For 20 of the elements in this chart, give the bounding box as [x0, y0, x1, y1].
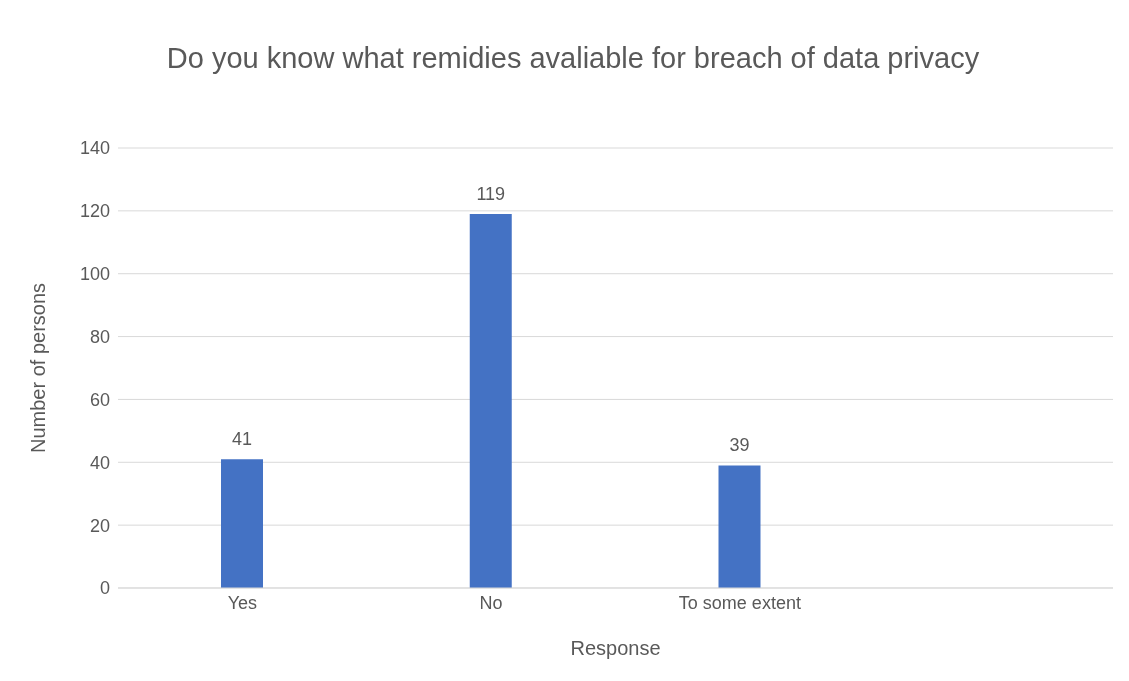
x-axis-title: Response [570, 637, 661, 659]
y-tick-label: 100 [79, 264, 110, 285]
x-tick-label: No [479, 592, 503, 613]
y-tick-label: 20 [89, 515, 110, 536]
y-tick-label: 40 [89, 452, 110, 473]
data-label: 41 [231, 429, 253, 450]
y-tick-label: 80 [89, 326, 110, 347]
bar [469, 214, 512, 588]
data-label: 119 [476, 184, 506, 204]
bar [221, 459, 263, 588]
chart-title: Do you know what remidies avaliable for breach of data privacy [165, 41, 981, 76]
y-tick-label: 120 [79, 201, 110, 222]
y-tick-label: 140 [79, 138, 110, 159]
y-axis-title: Number of persons [27, 282, 50, 454]
y-tick-label: 60 [89, 389, 110, 410]
x-tick-label: Yes [227, 592, 258, 613]
bar [718, 465, 761, 588]
y-tick-label: 0 [99, 578, 110, 599]
data-label: 39 [729, 435, 750, 456]
x-tick-label: To some extent [678, 592, 801, 613]
